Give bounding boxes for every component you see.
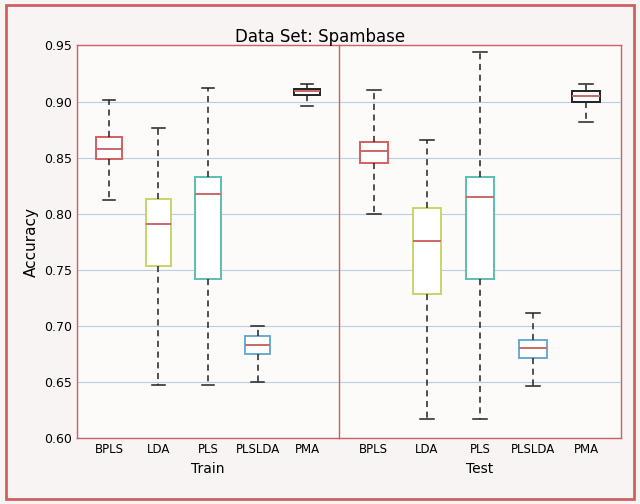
Text: Data Set: Spambase: Data Set: Spambase: [235, 28, 405, 46]
PathPatch shape: [572, 91, 600, 101]
PathPatch shape: [146, 199, 172, 266]
PathPatch shape: [96, 138, 122, 159]
PathPatch shape: [466, 177, 494, 279]
PathPatch shape: [195, 177, 221, 279]
X-axis label: Train: Train: [191, 462, 225, 476]
PathPatch shape: [360, 142, 388, 163]
PathPatch shape: [244, 336, 270, 354]
PathPatch shape: [294, 89, 320, 95]
X-axis label: Test: Test: [467, 462, 493, 476]
Y-axis label: Accuracy: Accuracy: [24, 207, 38, 277]
PathPatch shape: [413, 208, 441, 294]
PathPatch shape: [519, 340, 547, 358]
